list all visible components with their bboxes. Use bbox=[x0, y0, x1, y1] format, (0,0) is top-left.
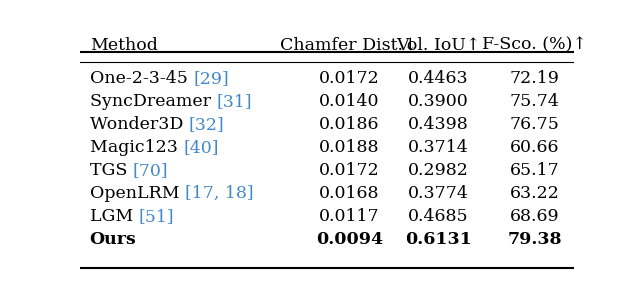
Text: One-2-3-45: One-2-3-45 bbox=[89, 70, 193, 87]
Text: 65.17: 65.17 bbox=[510, 162, 560, 179]
Text: 63.22: 63.22 bbox=[510, 185, 560, 202]
Text: 0.4685: 0.4685 bbox=[408, 208, 468, 225]
Text: OpenLRM: OpenLRM bbox=[89, 185, 185, 202]
Text: 0.0094: 0.0094 bbox=[316, 231, 383, 248]
Text: [32]: [32] bbox=[188, 116, 225, 133]
Text: [29]: [29] bbox=[193, 70, 229, 87]
Text: 0.0117: 0.0117 bbox=[319, 208, 380, 225]
Text: 0.4398: 0.4398 bbox=[408, 116, 468, 133]
Text: 0.0172: 0.0172 bbox=[319, 70, 380, 87]
Text: 0.6131: 0.6131 bbox=[405, 231, 471, 248]
Text: 75.74: 75.74 bbox=[510, 93, 560, 110]
Text: [17, 18]: [17, 18] bbox=[185, 185, 253, 202]
Text: 60.66: 60.66 bbox=[510, 139, 560, 156]
Text: 0.0172: 0.0172 bbox=[319, 162, 380, 179]
Text: 0.3900: 0.3900 bbox=[408, 93, 468, 110]
Text: 0.3714: 0.3714 bbox=[408, 139, 468, 156]
Text: Magic123: Magic123 bbox=[89, 139, 183, 156]
Text: Vol. IoU↑: Vol. IoU↑ bbox=[396, 37, 480, 54]
Text: 0.3774: 0.3774 bbox=[408, 185, 469, 202]
Text: [40]: [40] bbox=[183, 139, 218, 156]
Text: [31]: [31] bbox=[216, 93, 252, 110]
Text: [51]: [51] bbox=[138, 208, 174, 225]
Text: F-Sco. (%)↑: F-Sco. (%)↑ bbox=[482, 37, 587, 54]
Text: 68.69: 68.69 bbox=[510, 208, 560, 225]
Text: 79.38: 79.38 bbox=[507, 231, 562, 248]
Text: 72.19: 72.19 bbox=[510, 70, 560, 87]
Text: 0.0140: 0.0140 bbox=[319, 93, 380, 110]
Text: TGS: TGS bbox=[89, 162, 133, 179]
Text: 0.0168: 0.0168 bbox=[319, 185, 380, 202]
Text: Chamfer Dist.↓: Chamfer Dist.↓ bbox=[281, 37, 418, 54]
Text: 0.4463: 0.4463 bbox=[408, 70, 468, 87]
Text: SyncDreamer: SyncDreamer bbox=[89, 93, 216, 110]
Text: 0.0188: 0.0188 bbox=[319, 139, 380, 156]
Text: Method: Method bbox=[89, 37, 158, 54]
Text: Ours: Ours bbox=[89, 231, 137, 248]
Text: 0.2982: 0.2982 bbox=[408, 162, 469, 179]
Text: 76.75: 76.75 bbox=[510, 116, 560, 133]
Text: LGM: LGM bbox=[89, 208, 138, 225]
Text: Wonder3D: Wonder3D bbox=[89, 116, 188, 133]
Text: [70]: [70] bbox=[133, 162, 168, 179]
Text: 0.0186: 0.0186 bbox=[319, 116, 380, 133]
